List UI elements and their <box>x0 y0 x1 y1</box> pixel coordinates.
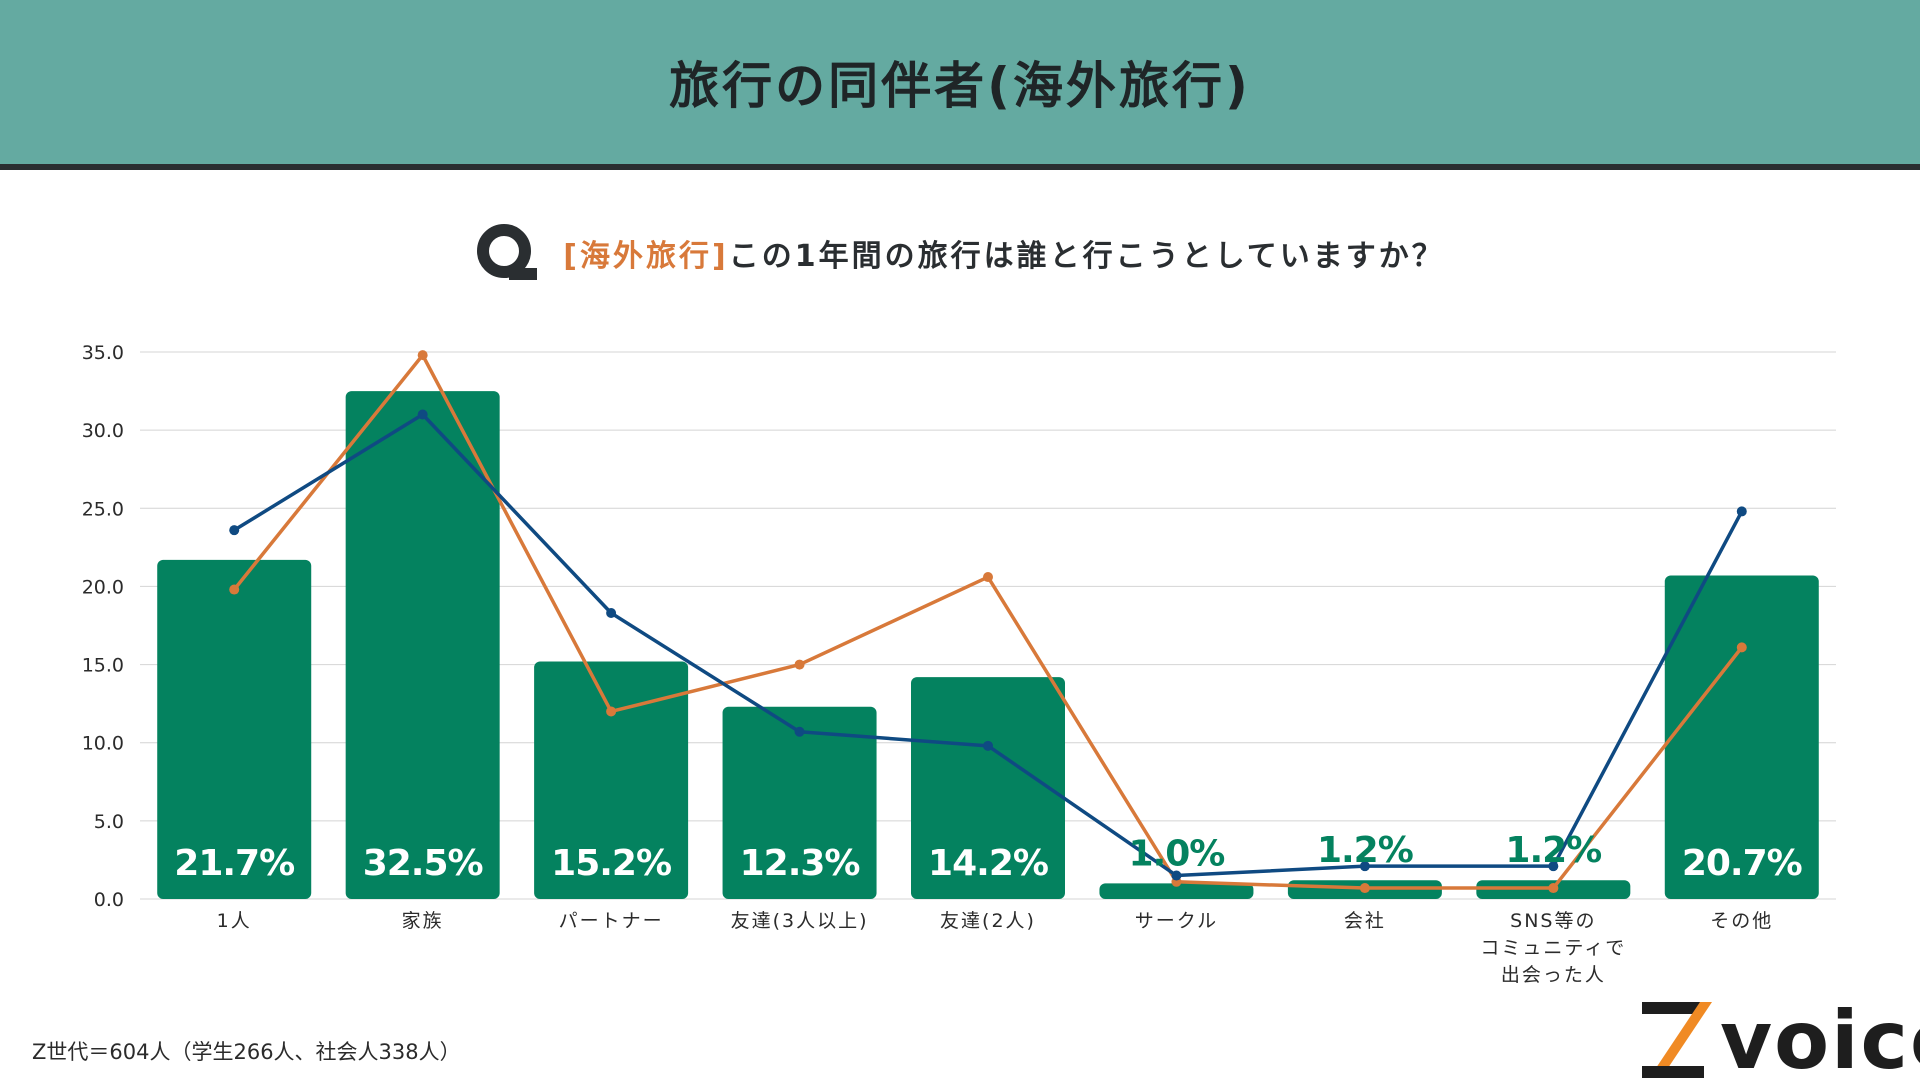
data-label: 32.5% <box>363 843 483 884</box>
blue-series-point <box>1548 861 1559 872</box>
bar <box>534 661 689 899</box>
x-tick-label: サークル <box>1135 910 1218 932</box>
data-label: 14.2% <box>928 843 1048 884</box>
x-tick-label: パートナー <box>559 910 664 932</box>
x-tick-label: 友達(2人) <box>940 910 1036 932</box>
page-title: 旅行の同伴者(海外旅行) <box>669 57 1251 115</box>
y-tick-label: 10.0 <box>82 733 124 755</box>
y-tick-label: 30.0 <box>82 420 124 442</box>
blue-series-point <box>983 740 993 751</box>
y-tick-label: 5.0 <box>94 811 124 833</box>
blue-series-point <box>1171 870 1182 881</box>
x-tick-label: 家族 <box>402 910 444 932</box>
orange-series-point <box>1359 883 1370 894</box>
data-label: 1.2% <box>1317 830 1413 871</box>
question-line: [海外旅行]この1年間の旅行は誰と行こうとしていますか？ <box>0 222 1920 284</box>
orange-series-point <box>606 706 617 717</box>
y-tick-label: 25.0 <box>82 498 124 520</box>
bar <box>1664 575 1819 899</box>
data-label: 21.7% <box>174 843 294 884</box>
bar <box>1099 883 1254 899</box>
data-label: 12.3% <box>740 843 860 884</box>
data-label: 1.0% <box>1129 833 1225 874</box>
bar <box>345 391 500 899</box>
orange-series-point <box>1548 883 1559 894</box>
x-tick-label: 友達(3人以上) <box>731 910 869 932</box>
logo-text: voice <box>1720 994 1920 1087</box>
question-accent: [海外旅行] <box>563 239 729 274</box>
sample-footnote: Z世代＝604人（学生266人、社会人338人） <box>32 1040 461 1064</box>
y-tick-label: 20.0 <box>82 576 124 598</box>
blue-series-point <box>794 726 805 737</box>
data-label: 15.2% <box>551 843 671 884</box>
x-tick-label: 出会った人 <box>1501 964 1606 986</box>
data-label: 20.7% <box>1682 843 1802 884</box>
q-badge-icon <box>477 224 538 280</box>
y-tick-label: 35.0 <box>82 342 124 364</box>
y-tick-label: 15.0 <box>82 655 124 677</box>
blue-series-point <box>1359 861 1370 872</box>
chart: 35.0 30.0 25.0 20.0 15.0 10.0 5.0 0.0 21.7% 32.5%… <box>82 342 1836 986</box>
x-tick-label: 会社 <box>1344 910 1386 932</box>
question-text: この1年間の旅行は誰と行こうとしていますか？ <box>728 239 1445 274</box>
x-tick-label: SNS等の <box>1510 910 1596 932</box>
orange-series-point <box>417 350 428 361</box>
zvoice-logo: voice <box>1638 994 1920 1087</box>
data-label: 1.2% <box>1505 830 1601 871</box>
blue-series-point <box>417 409 428 420</box>
blue-series-point <box>229 525 240 536</box>
bar <box>157 559 312 899</box>
blue-series-point <box>1736 506 1747 517</box>
bar <box>722 706 877 899</box>
orange-series-point <box>794 659 805 670</box>
orange-series-point <box>983 572 993 583</box>
header-banner: 旅行の同伴者(海外旅行) <box>0 0 1920 170</box>
z-logo-icon <box>1642 1002 1712 1078</box>
y-tick-label: 0.0 <box>94 889 124 911</box>
x-tick-label: その他 <box>1710 910 1773 932</box>
orange-series-point <box>1736 642 1747 653</box>
orange-series-point <box>229 584 240 595</box>
x-tick-label: コミュニティで <box>1480 937 1626 959</box>
x-tick-label: 1人 <box>217 910 252 932</box>
blue-series-point <box>606 607 617 618</box>
bar <box>911 677 1065 899</box>
